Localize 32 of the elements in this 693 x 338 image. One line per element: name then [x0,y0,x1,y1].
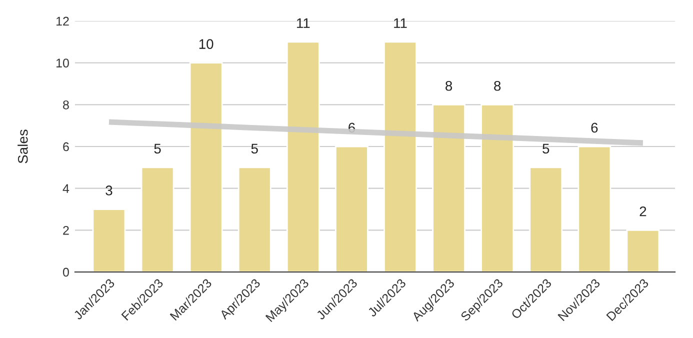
y-tick-label: 2 [63,226,69,235]
bar [626,229,660,272]
y-axis-title: Sales [18,130,28,164]
data-label: 8 [494,80,501,91]
data-label: 5 [251,144,258,154]
bar [480,104,514,272]
y-tick-label: 10 [56,58,69,68]
y-tick-label: 0 [62,268,69,277]
data-label: 3 [106,186,112,196]
y-tick-label: 4 [62,184,70,193]
data-label: 5 [154,144,161,154]
y-tick-label: 12 [56,16,69,26]
y-tick-label: 8 [63,100,69,110]
data-label: 10 [199,39,214,49]
y-tick-label: 6 [63,142,69,152]
bar [384,41,417,272]
bar [189,62,223,272]
bar [140,166,174,272]
bar [432,104,466,272]
data-label: 11 [394,18,407,28]
bar [334,146,368,272]
data-label: 2 [640,206,646,216]
data-label: 8 [446,80,452,91]
data-label: 6 [348,122,355,133]
bar [238,166,272,272]
bar [529,166,563,272]
data-label: 6 [591,122,598,133]
data-label: 5 [542,144,550,154]
bar [578,146,612,272]
bar [286,41,320,272]
bar [92,208,126,272]
data-label: 11 [297,18,310,28]
